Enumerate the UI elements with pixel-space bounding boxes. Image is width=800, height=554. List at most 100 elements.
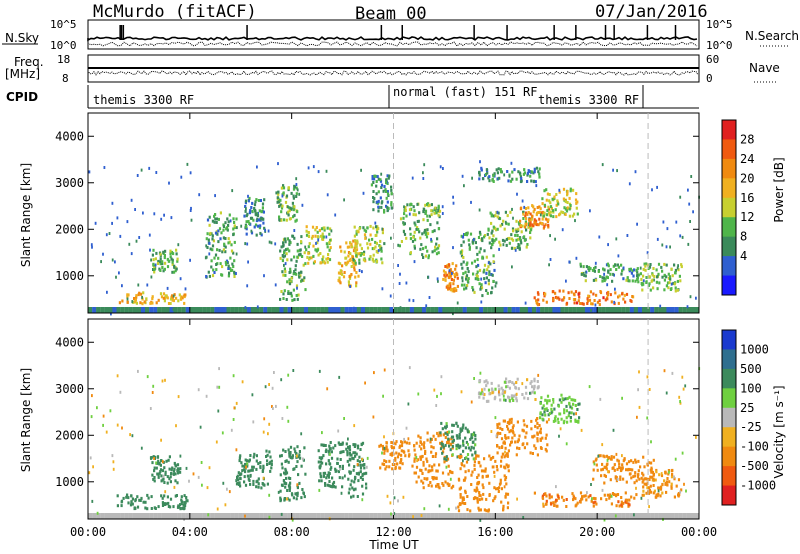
heatmap-cell (312, 513, 317, 519)
heatmap-cell (506, 424, 509, 428)
heatmap-cell (439, 431, 442, 435)
heatmap-cell (386, 192, 390, 196)
heatmap-cell (593, 307, 598, 313)
heatmap-cell (166, 257, 169, 261)
heatmap-cell (166, 286, 169, 290)
heatmap-cell (88, 307, 93, 313)
y-tick-label: 4000 (55, 129, 84, 143)
heatmap-cell (529, 236, 532, 240)
heatmap-cell (433, 249, 436, 253)
heatmap-cell (530, 419, 533, 423)
heatmap-cell (323, 471, 327, 475)
heatmap-cell (504, 450, 506, 454)
heatmap-cell (436, 431, 438, 435)
heatmap-cell (461, 235, 465, 239)
heatmap-cell (283, 289, 286, 293)
heatmap-cell (552, 290, 555, 294)
heatmap-cell (277, 490, 280, 494)
heatmap-cell (165, 307, 170, 313)
heatmap-cell (331, 485, 334, 489)
heatmap-cell (296, 297, 299, 301)
heatmap-cell (334, 213, 337, 217)
heatmap-cell (435, 242, 438, 246)
heatmap-cell (436, 394, 438, 398)
heatmap-cell (638, 477, 641, 481)
heatmap-cell (463, 502, 466, 505)
heatmap-cell (540, 396, 543, 400)
heatmap-cell (349, 241, 352, 245)
heatmap-cell (286, 258, 289, 262)
heatmap-cell (382, 463, 386, 466)
heatmap-cell (235, 401, 238, 405)
heatmap-cell (168, 455, 171, 459)
heatmap-cell (390, 445, 393, 448)
heatmap-cell (88, 471, 91, 475)
heatmap-cell (497, 167, 500, 171)
heatmap-cell (160, 217, 163, 221)
heatmap-cell (363, 228, 366, 232)
heatmap-cell (530, 226, 533, 230)
heatmap-cell (372, 208, 375, 212)
heatmap-cell (638, 405, 641, 409)
heatmap-cell (634, 279, 637, 283)
heatmap-cell (573, 412, 575, 416)
heatmap-cell (479, 371, 482, 375)
heatmap-cell (466, 307, 471, 313)
heatmap-cell (434, 437, 437, 441)
heatmap-cell (423, 446, 426, 450)
heatmap-cell (481, 256, 484, 260)
heatmap-cell (686, 305, 689, 309)
heatmap-cell (377, 227, 380, 231)
heatmap-cell (257, 485, 260, 489)
heatmap-cell (228, 271, 231, 275)
heatmap-cell (235, 217, 238, 221)
heatmap-cell (399, 217, 403, 221)
heatmap-cell (547, 218, 550, 222)
heatmap-cell (176, 469, 179, 472)
heatmap-cell (288, 498, 291, 502)
heatmap-cell (96, 307, 101, 313)
heatmap-cell (172, 505, 175, 509)
heatmap-cell (408, 212, 411, 216)
heatmap-cell (307, 166, 310, 170)
heatmap-cell (634, 458, 637, 462)
heatmap-cell (430, 237, 432, 241)
heatmap-cell (590, 499, 593, 503)
heatmap-cell (645, 262, 648, 266)
heatmap-cell (504, 446, 507, 450)
heatmap-cell (487, 265, 490, 269)
heatmap-cell (281, 194, 284, 198)
heatmap-cell (164, 378, 166, 382)
heatmap-cell (503, 485, 506, 489)
heatmap-cell (642, 489, 645, 493)
heatmap-cell (351, 486, 354, 490)
heatmap-cell (329, 227, 332, 231)
heatmap-cell (174, 494, 177, 498)
heatmap-cell (461, 249, 464, 253)
heatmap-cell (222, 513, 227, 519)
heatmap-cell (431, 465, 434, 469)
heatmap-cell (118, 301, 121, 305)
heatmap-cell (588, 298, 592, 302)
heatmap-cell (511, 426, 514, 430)
heatmap-cell (221, 273, 224, 277)
heatmap-cell (474, 437, 477, 441)
heatmap-cell (328, 307, 333, 313)
heatmap-cell (472, 457, 475, 461)
heatmap-cell (189, 513, 194, 519)
heatmap-cell (219, 237, 222, 241)
heatmap-cell (255, 467, 258, 471)
heatmap-cell (483, 380, 486, 384)
heatmap-cell (652, 267, 655, 270)
heatmap-cell (643, 477, 646, 481)
heatmap-cell (261, 206, 264, 210)
heatmap-cell (403, 222, 406, 226)
heatmap-cell (486, 171, 489, 175)
heatmap-cell (451, 444, 454, 448)
heatmap-cell (460, 262, 463, 266)
heatmap-cell (485, 379, 488, 383)
heatmap-cell (322, 444, 325, 447)
heatmap-cell (259, 513, 264, 519)
colorbar-tick-label: 12 (740, 210, 754, 224)
heatmap-cell (671, 274, 674, 278)
